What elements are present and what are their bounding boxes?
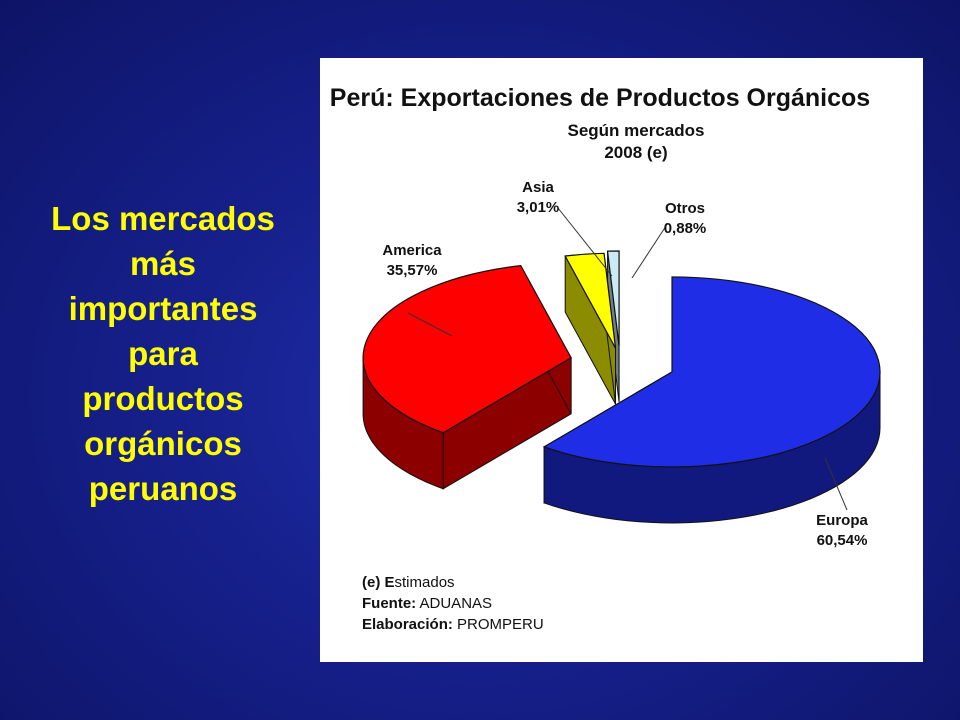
leader-line-otros: [631, 225, 667, 279]
footnote-fuente-value: ADUANAS: [419, 595, 493, 612]
footnote-fuente-key: Fuente:: [362, 595, 417, 612]
chart-footnotes: (e) Estimados Fuente: ADUANAS Elaboració…: [362, 572, 544, 635]
leader-line-asia: [557, 207, 613, 277]
slice-name-europa: Europa: [816, 512, 868, 529]
slice-value-europa: 60,54%: [817, 532, 868, 549]
slide-heading: Los mercados más importantes para produc…: [51, 200, 275, 507]
slice-name-asia: Asia: [522, 179, 554, 196]
footnote-estimados-rest: stimados: [394, 574, 455, 591]
pie-slice-america: [362, 264, 572, 490]
leader-line-america: [407, 312, 453, 337]
pie-chart: Perú: Exportaciones de Productos Orgánic…: [330, 84, 881, 549]
slice-value-otros: 0,88%: [664, 220, 707, 237]
leader-line-europa: [824, 457, 848, 511]
pie-slice-europa: [542, 276, 881, 524]
footnote-estimados-key: (e) E: [362, 574, 395, 591]
chart-panel: Perú: Exportaciones de Productos Orgánic…: [320, 58, 923, 662]
slice-name-otros: Otros: [665, 200, 705, 217]
chart-subtitle-year: 2008 (e): [604, 143, 667, 162]
slice-value-america: 35,57%: [387, 262, 438, 279]
pie-slice-asia: [564, 252, 617, 405]
footnote-elaboracion-value: PROMPERU: [457, 616, 544, 633]
slice-value-asia: 3,01%: [517, 199, 560, 216]
chart-subtitle: Según mercados: [568, 121, 705, 140]
footnote-elaboracion-key: Elaboración:: [362, 616, 453, 633]
chart-title: Perú: Exportaciones de Productos Orgánic…: [330, 84, 870, 112]
slice-name-america: America: [382, 242, 442, 259]
